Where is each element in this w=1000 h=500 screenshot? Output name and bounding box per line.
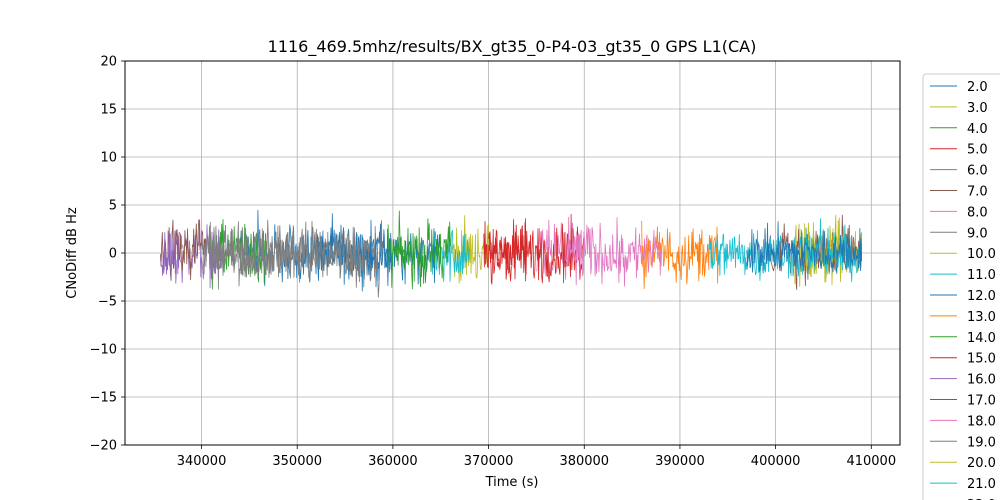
series-line-19.0 — [201, 219, 375, 290]
y-tick-label: 15 — [100, 103, 117, 118]
y-tick-label: 20 — [100, 55, 117, 70]
series-line-22.0 — [746, 221, 863, 274]
y-axis: −20 −15 −10 −5 0 5 10 15 20 — [90, 55, 125, 454]
series-line-13.0 — [641, 220, 719, 290]
series-line-18.0 — [564, 217, 662, 287]
legend-entry: 11.0 — [967, 268, 996, 283]
x-tick-label: 380000 — [559, 454, 609, 469]
legend-box — [922, 73, 1000, 500]
legend-entry: 6.0 — [967, 164, 988, 179]
x-tick-label: 390000 — [655, 454, 705, 469]
series-line-14.0 — [387, 210, 451, 290]
y-tick-label: −10 — [90, 343, 117, 358]
legend-entry: 13.0 — [967, 310, 996, 325]
legend-entry: 7.0 — [967, 185, 988, 200]
y-tick-label: −20 — [90, 439, 117, 454]
chart-title: 1116_469.5mhz/results/BX_gt35_0-P4-03_gt… — [268, 37, 757, 57]
y-tick-label: 5 — [109, 199, 117, 214]
x-axis-label: Time (s) — [485, 475, 539, 490]
legend-entry: 10.0 — [967, 247, 996, 262]
y-tick-label: −15 — [90, 391, 117, 406]
legend-entry: 2.0 — [967, 80, 988, 95]
series-line-16.0 — [160, 230, 183, 284]
legend-entry: 9.0 — [967, 226, 988, 241]
x-tick-label: 410000 — [846, 454, 896, 469]
legend-entry: 5.0 — [967, 143, 988, 158]
legend-entry: 20.0 — [967, 456, 996, 471]
legend-entry: 15.0 — [967, 352, 996, 367]
y-axis-label: CNoDiff dB Hz — [65, 207, 80, 299]
x-tick-label: 370000 — [464, 454, 514, 469]
x-tick-label: 360000 — [368, 454, 418, 469]
y-tick-label: 0 — [109, 247, 117, 262]
series-group — [160, 209, 863, 298]
y-tick-label: −5 — [98, 295, 117, 310]
x-tick-label: 350000 — [272, 454, 322, 469]
legend: 2.0 3.0 4.0 5.0 6.0 7.0 8.0 9.0 10.0 11.0 12.0 13.0… — [922, 73, 1000, 500]
legend-entry: 14.0 — [967, 331, 996, 346]
legend-entry: 19.0 — [967, 435, 996, 450]
legend-entry: 16.0 — [967, 373, 996, 388]
y-tick-label: 10 — [100, 151, 117, 166]
x-tick-label: 340000 — [177, 454, 227, 469]
x-tick-label: 400000 — [751, 454, 801, 469]
series-line-8.0 — [536, 216, 585, 286]
legend-entry: 22.0 — [967, 498, 996, 500]
legend-entry: 4.0 — [967, 122, 988, 137]
legend-entry: 12.0 — [967, 289, 996, 304]
legend-entry: 8.0 — [967, 205, 988, 220]
legend-entry: 18.0 — [967, 414, 996, 429]
legend-entry: 3.0 — [967, 101, 988, 116]
legend-entry: 21.0 — [967, 477, 996, 492]
x-axis: 340000 350000 360000 370000 380000 390000 4000… — [177, 445, 896, 469]
legend-entry: 17.0 — [967, 394, 996, 409]
